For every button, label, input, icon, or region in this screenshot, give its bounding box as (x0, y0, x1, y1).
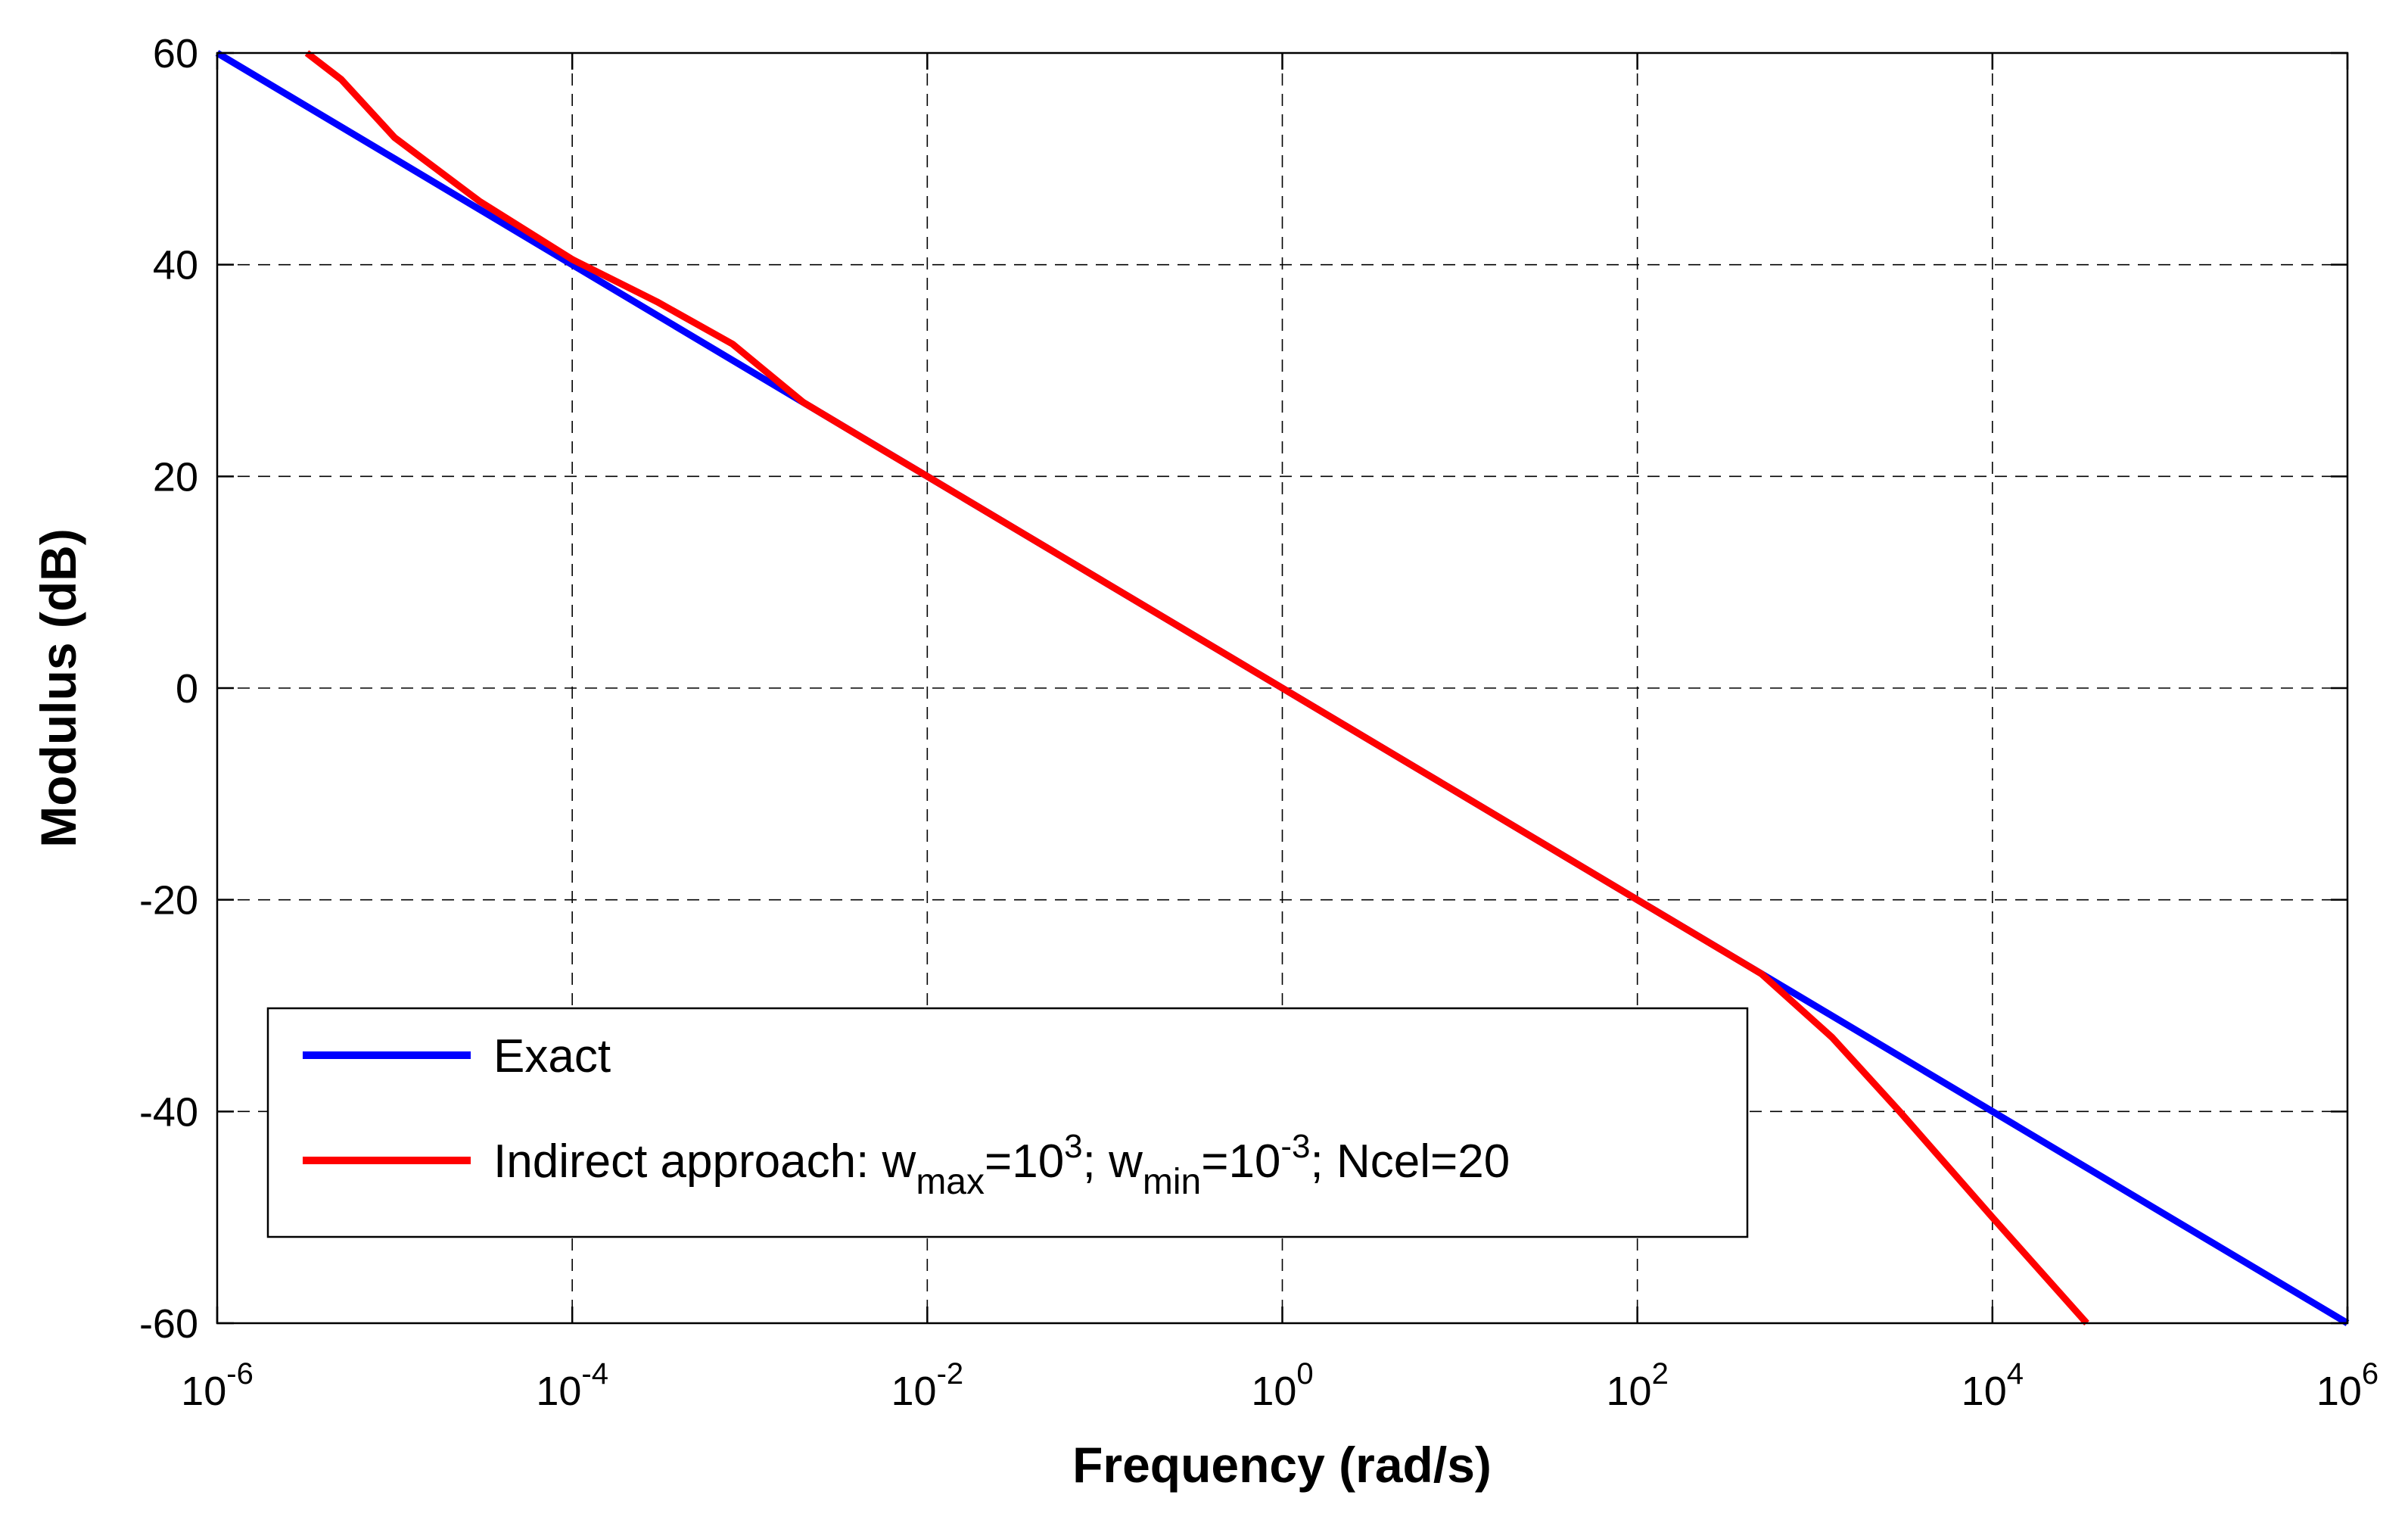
x-tick-label: 10-4 (536, 1357, 608, 1414)
y-tick-label: -20 (139, 878, 198, 924)
legend-label-exact: Exact (493, 1030, 611, 1082)
x-tick-label: 10-2 (891, 1357, 964, 1414)
x-tick-label: 106 (2316, 1357, 2378, 1414)
series-group (215, 50, 2350, 1326)
x-tick-label: 10-6 (181, 1357, 254, 1414)
x-tick-label: 104 (1962, 1357, 2024, 1414)
y-tick-label: 40 (153, 243, 198, 288)
y-tick-label: -60 (139, 1301, 198, 1347)
y-tick-label: -40 (139, 1089, 198, 1135)
tick-marks (216, 51, 2349, 1325)
legend: Exact Indirect approach: wmax=103; wmin=… (266, 1007, 1749, 1238)
x-tick-label: 102 (1607, 1357, 1669, 1414)
x-tick-labels: 10-6 10-4 10-2 100 102 104 106 (181, 1357, 2378, 1414)
y-tick-label: 60 (153, 31, 198, 76)
legend-box (266, 1007, 1749, 1238)
y-tick-labels: 60 40 20 0 -20 -40 -60 (139, 31, 198, 1347)
series-line-indirect (304, 50, 2089, 1325)
y-axis-label: Modulus (dB) (30, 528, 86, 848)
legend-label-indirect: Indirect approach: wmax=103; wmin=10-3; … (493, 1128, 1510, 1202)
x-tick-label: 100 (1251, 1357, 1313, 1414)
x-axis-label: Frequency (rad/s) (1072, 1437, 1492, 1493)
y-tick-label: 20 (153, 454, 198, 500)
y-tick-label: 0 (176, 666, 198, 712)
